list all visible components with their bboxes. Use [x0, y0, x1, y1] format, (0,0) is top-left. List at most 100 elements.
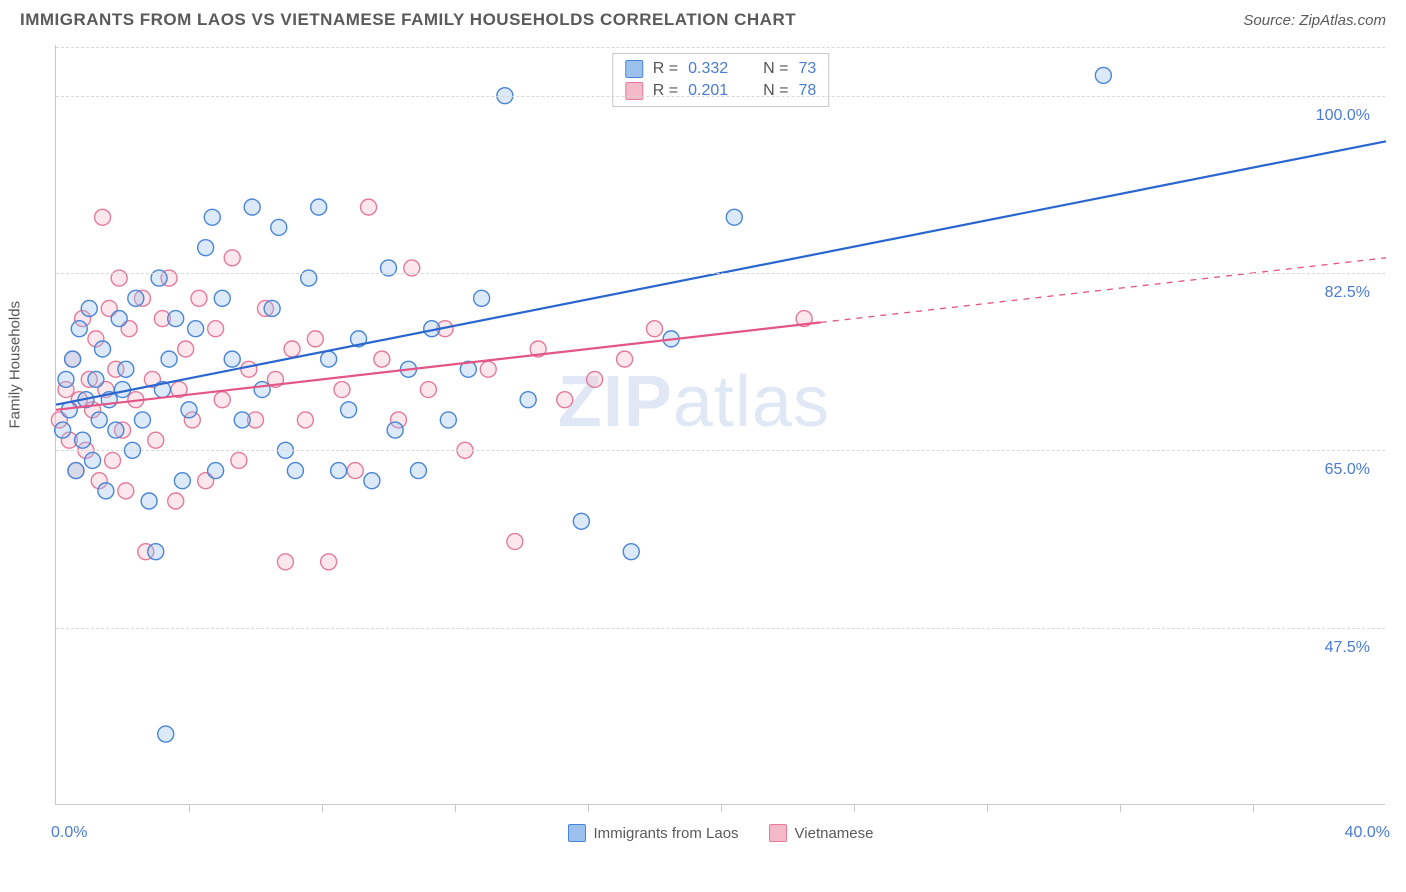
data-point — [55, 422, 71, 438]
data-point — [361, 199, 377, 215]
data-point — [1095, 67, 1111, 83]
n-value-viet: 78 — [798, 82, 816, 100]
y-axis-label: Family Households — [7, 301, 24, 429]
chart-title: IMMIGRANTS FROM LAOS VS VIETNAMESE FAMIL… — [20, 10, 796, 30]
x-tick — [987, 804, 988, 812]
data-point — [307, 331, 323, 347]
data-point — [440, 412, 456, 428]
data-point — [181, 402, 197, 418]
gridline — [56, 47, 1385, 48]
data-point — [178, 341, 194, 357]
data-point — [231, 452, 247, 468]
r-value-viet: 0.201 — [688, 82, 743, 100]
data-point — [331, 463, 347, 479]
data-point — [241, 361, 257, 377]
x-tick — [189, 804, 190, 812]
source-name: ZipAtlas.com — [1299, 12, 1386, 29]
data-point — [174, 473, 190, 489]
y-tick-label: 65.0% — [1325, 461, 1370, 479]
gridline — [56, 450, 1385, 451]
legend-label-laos: Immigrants from Laos — [594, 825, 739, 842]
x-tick — [1120, 804, 1121, 812]
data-point — [148, 544, 164, 560]
legend-item-laos: Immigrants from Laos — [568, 824, 739, 842]
data-point — [726, 209, 742, 225]
data-point — [254, 382, 270, 398]
x-tick — [1253, 804, 1254, 812]
data-point — [141, 493, 157, 509]
data-point — [58, 371, 74, 387]
data-point — [118, 361, 134, 377]
source-prefix: Source: — [1243, 12, 1299, 29]
data-point — [208, 463, 224, 479]
x-min-label: 0.0% — [51, 824, 87, 842]
correlation-row-viet: R = 0.201 N = 78 — [625, 80, 816, 102]
swatch-laos-icon — [568, 824, 586, 842]
y-tick-label: 100.0% — [1316, 107, 1370, 125]
legend-item-viet: Vietnamese — [769, 824, 874, 842]
data-point — [321, 554, 337, 570]
data-point — [158, 726, 174, 742]
gridline — [56, 96, 1385, 97]
series-legend: Immigrants from Laos Vietnamese — [568, 824, 874, 842]
data-point — [168, 493, 184, 509]
swatch-viet-icon — [769, 824, 787, 842]
data-point — [224, 250, 240, 266]
data-point — [88, 371, 104, 387]
data-point — [68, 463, 84, 479]
data-point — [507, 534, 523, 550]
data-point — [271, 219, 287, 235]
data-point — [118, 483, 134, 499]
data-point — [587, 371, 603, 387]
data-point — [214, 290, 230, 306]
data-point — [188, 321, 204, 337]
data-point — [573, 513, 589, 529]
r-label: R = — [653, 82, 678, 100]
correlation-row-laos: R = 0.332 N = 73 — [625, 58, 816, 80]
source-attribution: Source: ZipAtlas.com — [1243, 12, 1386, 29]
data-point — [95, 209, 111, 225]
swatch-viet — [625, 82, 643, 100]
data-point — [134, 412, 150, 428]
data-point — [520, 392, 536, 408]
n-value-laos: 73 — [798, 60, 816, 78]
data-point — [75, 432, 91, 448]
data-point — [347, 463, 363, 479]
data-point — [297, 412, 313, 428]
data-point — [277, 554, 293, 570]
x-tick — [322, 804, 323, 812]
x-tick — [455, 804, 456, 812]
data-point — [148, 432, 164, 448]
data-point — [85, 452, 101, 468]
swatch-laos — [625, 60, 643, 78]
data-point — [191, 290, 207, 306]
data-point — [617, 351, 633, 367]
data-point — [474, 290, 490, 306]
r-value-laos: 0.332 — [688, 60, 743, 78]
scatter-svg — [56, 45, 1385, 804]
data-point — [311, 199, 327, 215]
data-point — [224, 351, 240, 367]
x-tick — [721, 804, 722, 812]
data-point — [420, 382, 436, 398]
data-point — [204, 209, 220, 225]
data-point — [321, 351, 337, 367]
data-point — [341, 402, 357, 418]
x-max-label: 40.0% — [1345, 824, 1390, 842]
data-point — [111, 311, 127, 327]
data-point — [244, 199, 260, 215]
data-point — [91, 412, 107, 428]
data-point — [387, 422, 403, 438]
data-point — [623, 544, 639, 560]
correlation-legend: R = 0.332 N = 73 R = 0.201 N = 78 — [612, 53, 829, 107]
data-point — [284, 341, 300, 357]
data-point — [480, 361, 496, 377]
chart-plot-area: ZIPatlas R = 0.332 N = 73 R = 0.201 N = … — [55, 45, 1385, 805]
data-point — [71, 321, 87, 337]
data-point — [647, 321, 663, 337]
data-point — [105, 452, 121, 468]
trend-line-dashed — [821, 258, 1386, 323]
gridline — [56, 628, 1385, 629]
r-label: R = — [653, 60, 678, 78]
x-tick — [588, 804, 589, 812]
